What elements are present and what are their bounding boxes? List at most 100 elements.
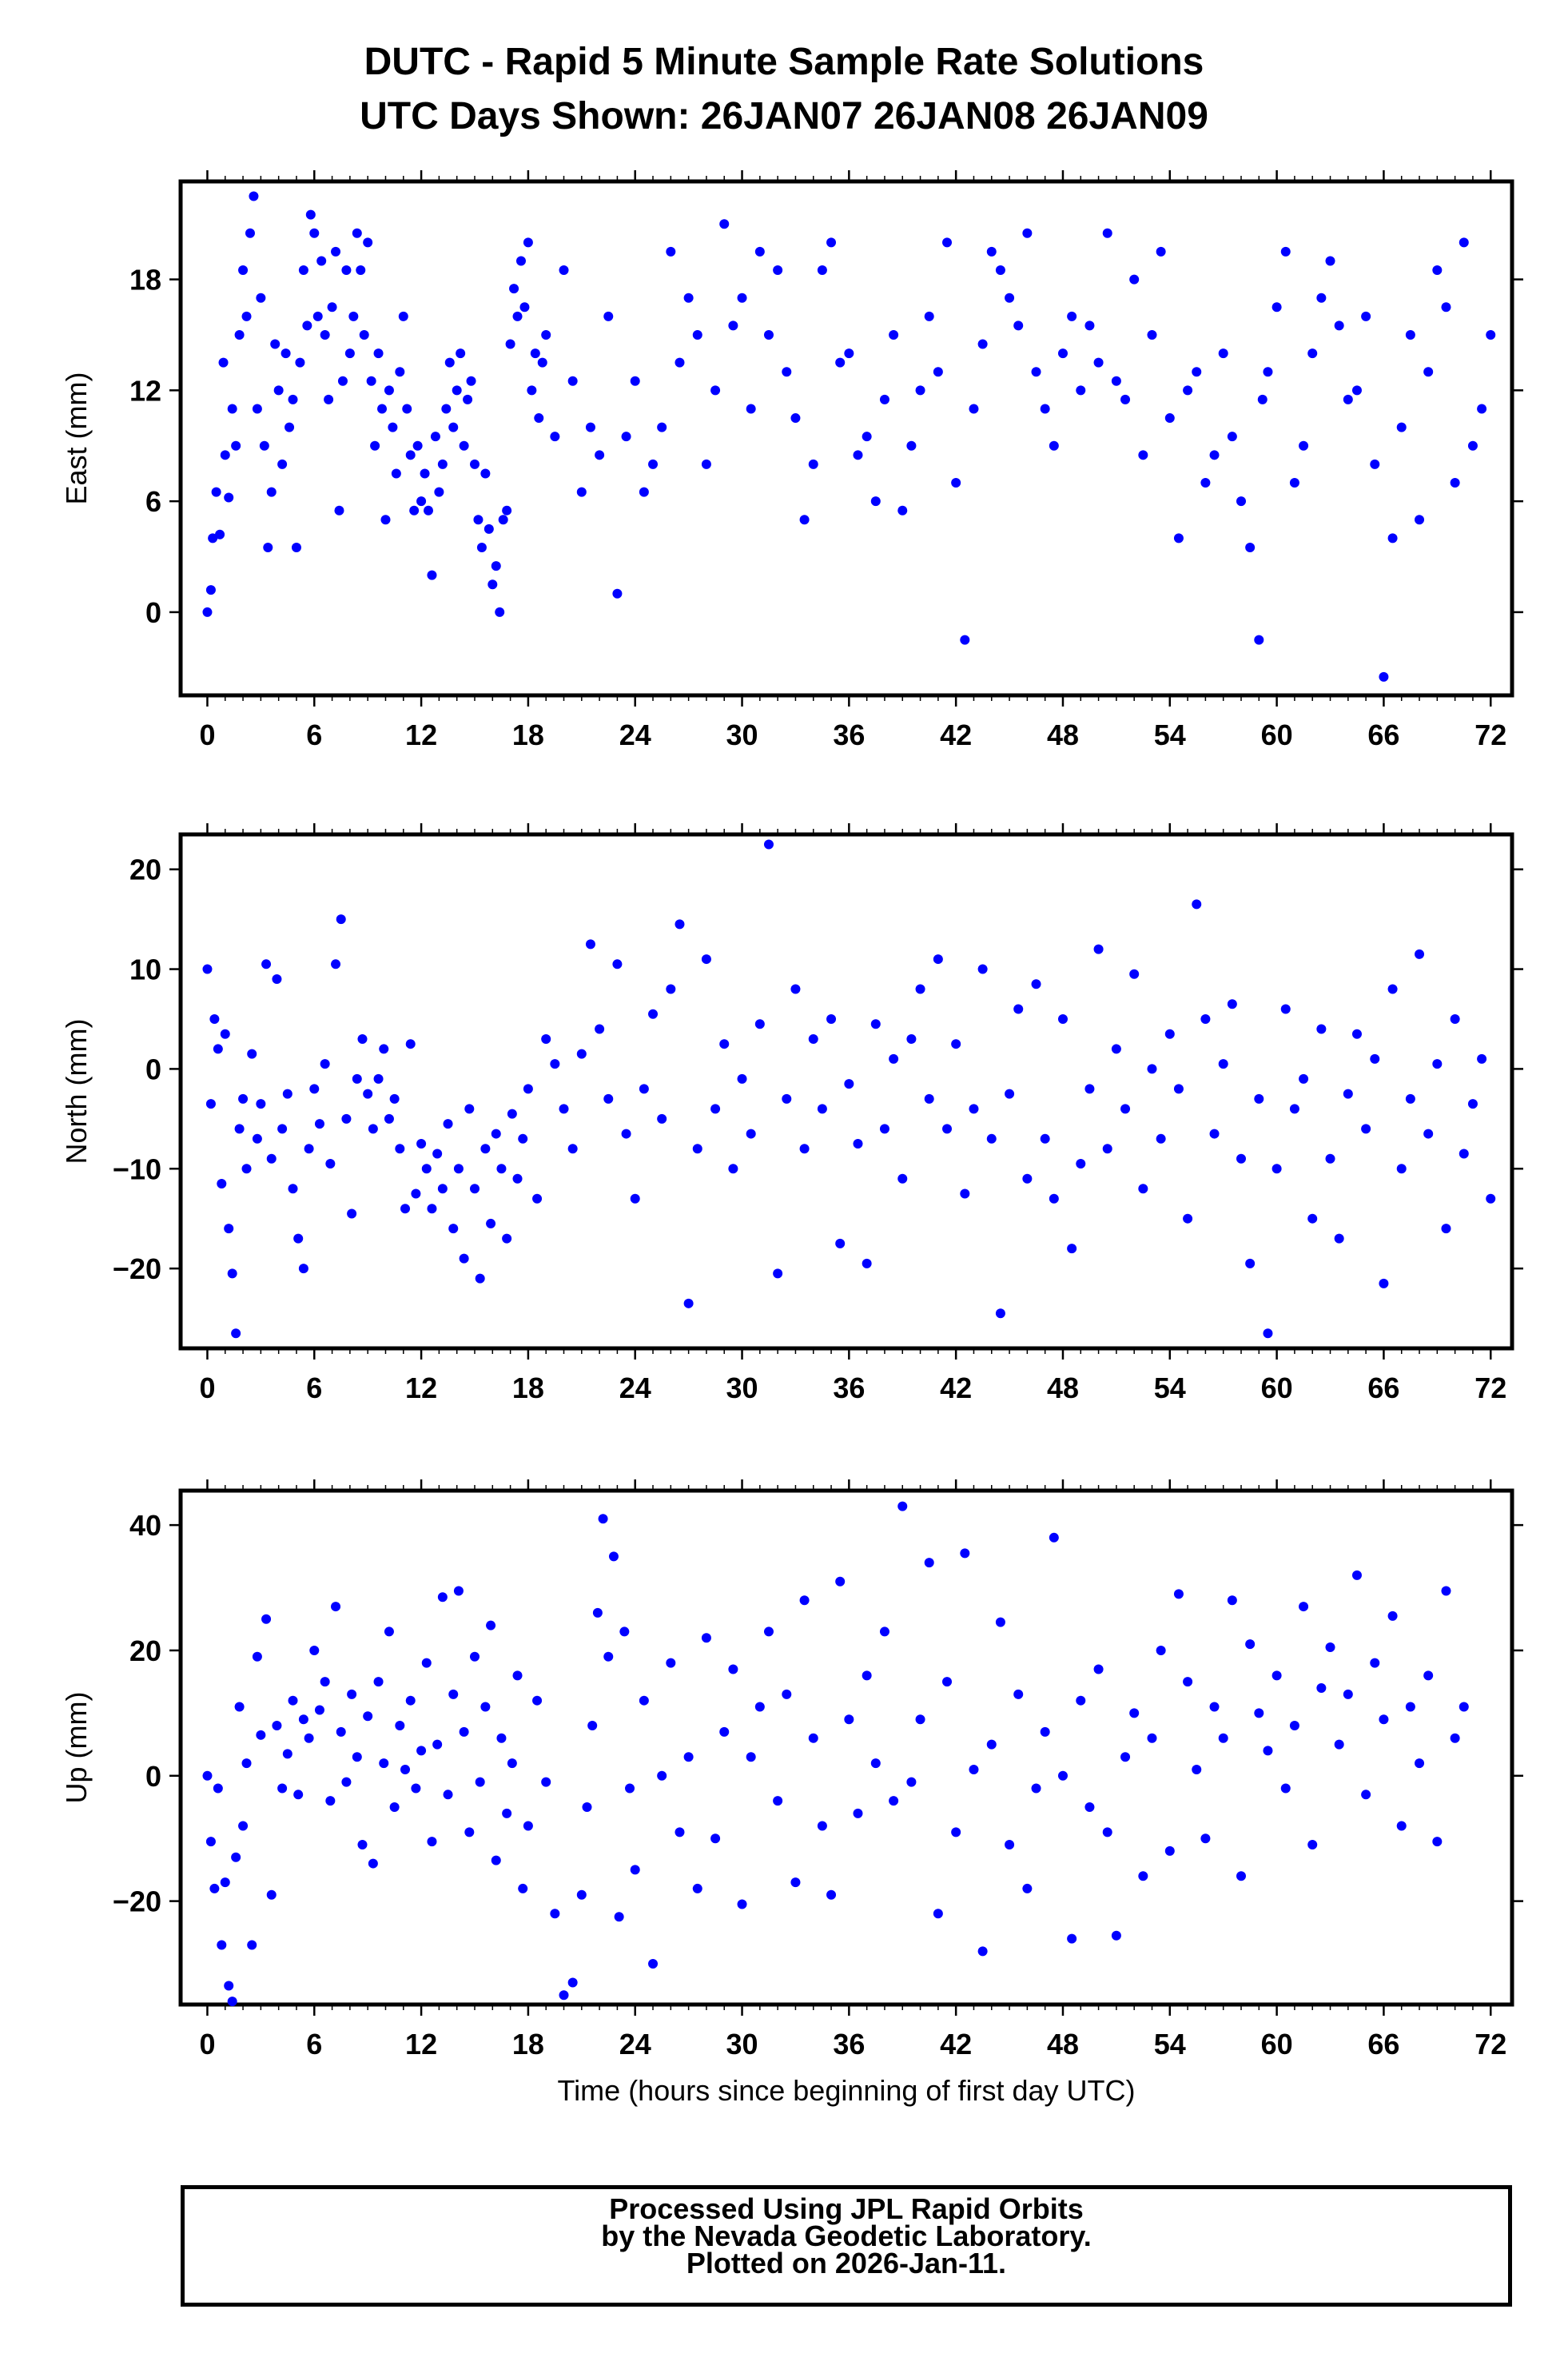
data-point — [592, 1607, 603, 1618]
data-point — [897, 505, 908, 516]
data-point — [266, 487, 277, 497]
data-point — [327, 302, 337, 313]
data-point — [1263, 1328, 1273, 1339]
data-point — [1370, 1658, 1380, 1668]
data-point — [1200, 1013, 1211, 1024]
data-point — [1254, 635, 1264, 645]
data-point — [862, 432, 872, 442]
data-point — [304, 1144, 314, 1154]
data-point — [675, 919, 685, 930]
data-point — [1280, 1783, 1291, 1794]
data-point — [205, 1837, 216, 1847]
data-point — [1005, 1089, 1015, 1099]
data-point — [1343, 394, 1353, 404]
data-point — [567, 1977, 578, 1988]
data-point — [1361, 1790, 1371, 1800]
data-point — [1396, 422, 1407, 432]
data-point — [234, 329, 245, 340]
data-point — [754, 246, 765, 257]
data-point — [1076, 1159, 1086, 1169]
data-point — [309, 1084, 320, 1094]
data-point — [1257, 394, 1268, 404]
data-point — [773, 1268, 783, 1279]
data-point — [719, 219, 730, 229]
data-point — [625, 1783, 635, 1794]
data-point — [737, 293, 747, 303]
data-point — [906, 440, 917, 451]
data-point — [826, 1889, 837, 1900]
data-point — [585, 939, 595, 950]
data-point — [862, 1258, 872, 1268]
y-tick-label: −20 — [113, 1252, 161, 1285]
x-tick-label: 48 — [1047, 1372, 1079, 1404]
data-point — [298, 265, 308, 276]
data-point — [1111, 1044, 1121, 1054]
data-point — [512, 1670, 523, 1681]
data-point — [227, 1268, 237, 1279]
data-point — [532, 1695, 543, 1706]
y-axis-label: North (mm) — [60, 1019, 93, 1165]
data-point — [683, 1298, 694, 1308]
x-tick-label: 36 — [833, 2028, 865, 2060]
data-point — [799, 1144, 810, 1154]
data-point — [1227, 999, 1237, 1009]
data-point — [1031, 367, 1041, 377]
data-point — [405, 1695, 416, 1706]
data-point — [491, 561, 501, 571]
data-point — [241, 311, 252, 321]
data-point — [427, 570, 437, 580]
data-point — [272, 974, 282, 985]
data-point — [523, 1821, 533, 1831]
x-tick-label: 60 — [1261, 719, 1293, 751]
data-point — [1387, 984, 1398, 994]
data-point — [737, 1899, 747, 1909]
x-tick-label: 12 — [405, 1372, 437, 1404]
data-point — [541, 1777, 551, 1787]
data-point — [256, 1099, 266, 1109]
x-tick-label: 12 — [405, 2028, 437, 2060]
data-point — [347, 1208, 357, 1219]
x-tick-label: 18 — [512, 719, 544, 751]
y-tick-label: −20 — [113, 1885, 161, 1918]
chart-title-line1: DUTC - Rapid 5 Minute Sample Rate Soluti… — [364, 41, 1204, 83]
data-point — [844, 348, 854, 359]
data-point — [621, 432, 631, 442]
data-point — [220, 450, 230, 460]
data-point — [363, 1711, 373, 1722]
x-tick-label: 72 — [1474, 1372, 1506, 1404]
data-point — [1057, 1013, 1068, 1024]
data-point — [331, 246, 341, 257]
data-point — [1289, 1104, 1299, 1114]
data-point — [1218, 348, 1228, 359]
data-point — [1093, 357, 1104, 368]
data-point — [352, 1752, 362, 1762]
data-point — [754, 1019, 765, 1029]
data-point — [862, 1670, 872, 1681]
data-point — [710, 1104, 721, 1114]
data-point — [782, 1689, 792, 1699]
data-point — [491, 1129, 501, 1139]
x-tick-label: 48 — [1047, 2028, 1079, 2060]
data-point — [728, 321, 738, 331]
plot-frame — [178, 1488, 1514, 2007]
data-point — [347, 1689, 357, 1699]
data-point — [305, 209, 316, 220]
data-point — [205, 585, 216, 595]
data-point — [1183, 1677, 1193, 1687]
data-point — [648, 459, 659, 469]
data-point — [459, 1253, 469, 1264]
data-point — [1138, 1871, 1148, 1881]
data-point — [1361, 1124, 1371, 1134]
data-point — [518, 1133, 528, 1144]
data-point — [220, 1029, 230, 1039]
data-point — [379, 1044, 389, 1054]
data-point — [502, 1233, 512, 1244]
data-point — [1459, 1702, 1469, 1712]
data-point — [281, 348, 291, 359]
data-point — [304, 1733, 314, 1743]
data-point — [746, 1129, 756, 1139]
data-point — [1093, 944, 1104, 954]
data-point — [463, 394, 473, 404]
data-point — [763, 1626, 774, 1637]
